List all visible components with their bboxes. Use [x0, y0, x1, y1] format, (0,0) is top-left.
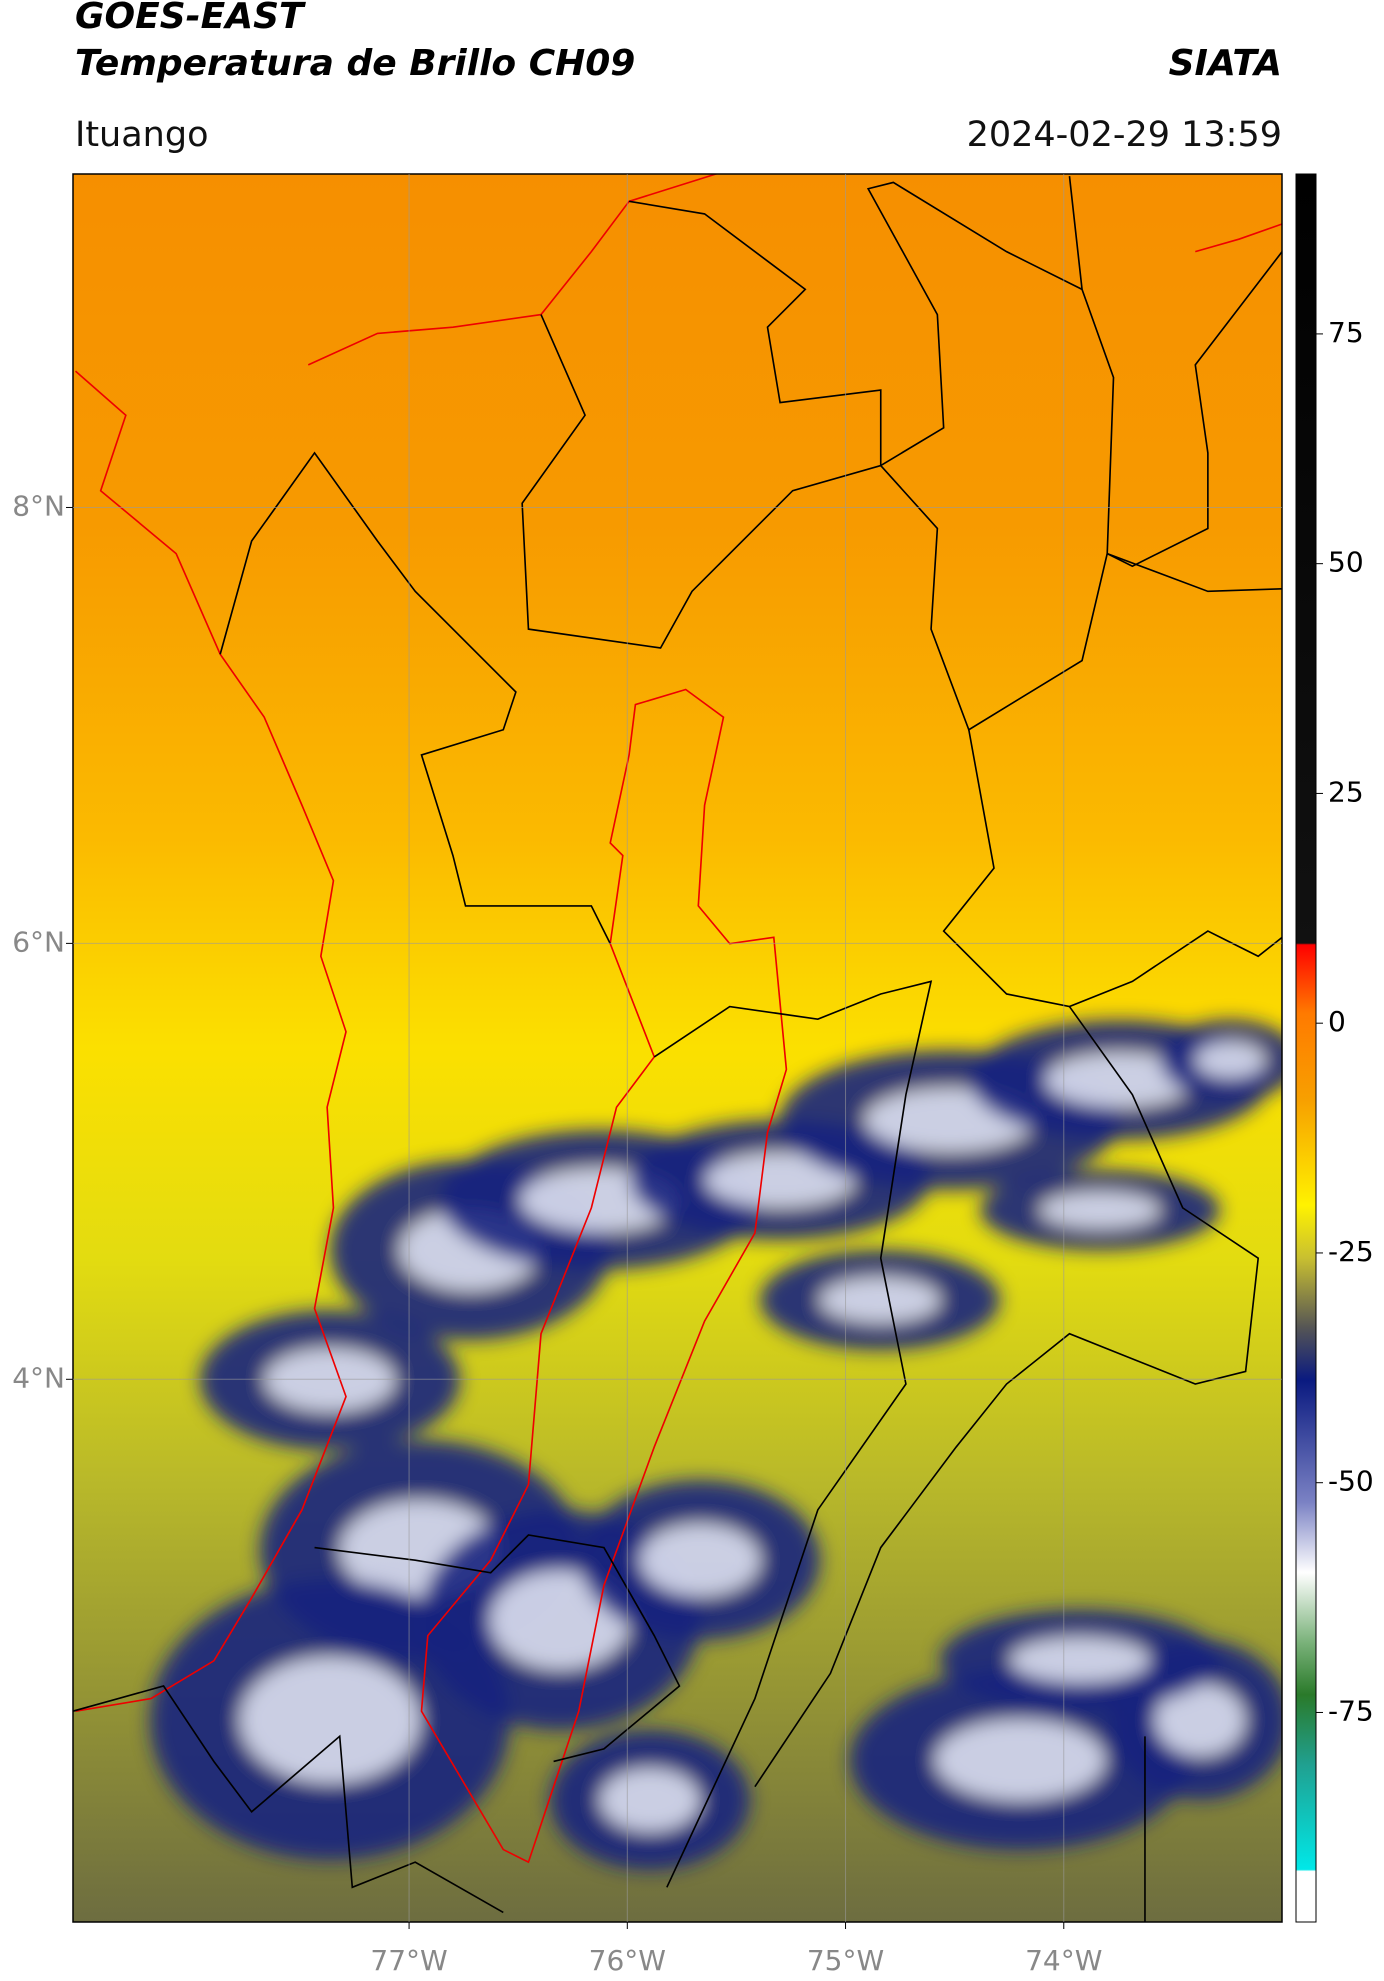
- lat-tick-label: 6°N: [12, 925, 65, 958]
- colorbar-tick-label: 0: [1328, 1005, 1346, 1038]
- cloud-core: [240, 1657, 420, 1783]
- colorbar: [1295, 173, 1317, 1923]
- cloud-core: [1010, 1637, 1150, 1683]
- subtitle: Temperatura de Brillo CH09: [75, 43, 635, 84]
- cloud-core: [1040, 1192, 1160, 1228]
- cloud-core: [1195, 1042, 1265, 1078]
- source: SIATA: [1169, 43, 1282, 84]
- location: Ituango: [75, 115, 209, 155]
- colorbar-tick-label: -50: [1328, 1465, 1374, 1498]
- title: GOES-EAST: [75, 0, 306, 37]
- cloud-core: [705, 1153, 855, 1207]
- lon-tick-label: 75°W: [807, 1944, 884, 1977]
- cloud-core: [935, 1719, 1105, 1801]
- cloud-core: [640, 1524, 760, 1596]
- colorbar-tick-label: -75: [1328, 1694, 1374, 1727]
- cloud-core: [1045, 1053, 1195, 1107]
- colorbar-tick-label: 75: [1328, 316, 1364, 349]
- map-image: [73, 174, 1282, 1922]
- cloud-core: [600, 1768, 700, 1832]
- colorbar-tick-label: 25: [1328, 775, 1364, 808]
- map-frame: [72, 173, 1283, 1923]
- timestamp: 2024-02-29 13:59: [967, 115, 1282, 155]
- cloud-core: [820, 1277, 940, 1323]
- colorbar-tick-label: 50: [1328, 546, 1364, 579]
- colorbar-tick-label: -25: [1328, 1235, 1374, 1268]
- lat-tick-label: 4°N: [12, 1361, 65, 1394]
- lon-tick-label: 76°W: [589, 1944, 666, 1977]
- lon-tick-label: 77°W: [370, 1944, 447, 1977]
- lon-tick-label: 74°W: [1025, 1944, 1102, 1977]
- cloud-core: [1155, 1684, 1245, 1756]
- cloud-core: [265, 1348, 395, 1412]
- lat-tick-label: 8°N: [12, 489, 65, 522]
